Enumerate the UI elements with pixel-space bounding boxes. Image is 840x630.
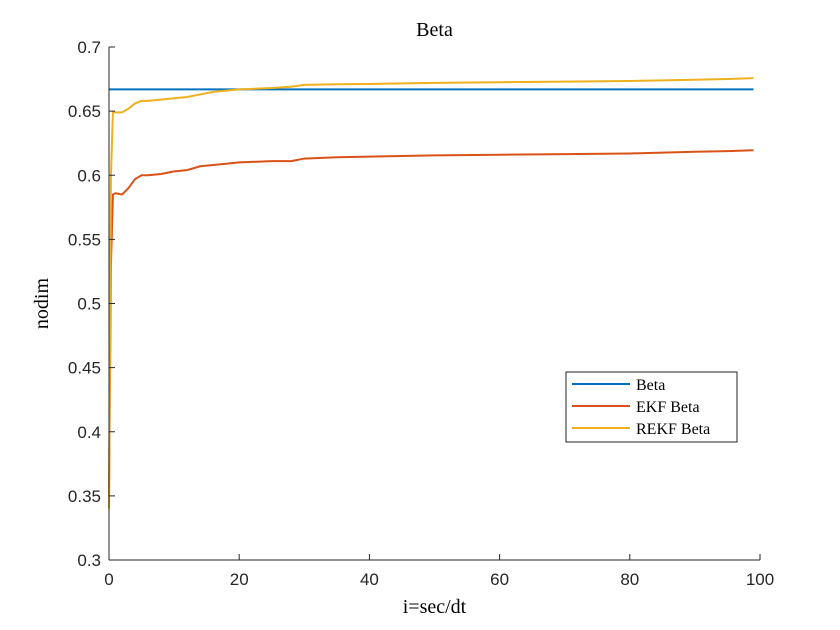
- y-tick-label: 0.5: [77, 295, 101, 314]
- x-tick-label: 0: [104, 570, 113, 589]
- x-tick-label: 60: [490, 570, 509, 589]
- legend: Beta EKF Beta REKF Beta: [565, 371, 738, 443]
- y-ticks: 0.3 0.35 0.4 0.45 0.5 0.55 0.6 0.65 0.7: [68, 38, 115, 570]
- x-axis-label: i=sec/dt: [403, 596, 467, 618]
- x-tick-label: 80: [620, 570, 639, 589]
- legend-entries: Beta EKF Beta REKF Beta: [572, 377, 710, 438]
- y-tick-label: 0.6: [77, 166, 101, 185]
- y-tick-label: 0.4: [77, 423, 101, 442]
- plot-area: [109, 47, 760, 560]
- y-tick-label: 0.7: [77, 38, 101, 57]
- chart-title: Beta: [416, 19, 453, 41]
- y-axis-label: nodim: [31, 278, 53, 330]
- y-tick-label: 0.65: [68, 102, 101, 121]
- series-line-2: [108, 77, 754, 509]
- x-tick-label: 100: [746, 570, 774, 589]
- y-tick-label: 0.35: [68, 487, 101, 506]
- y-tick-label: 0.55: [68, 230, 101, 249]
- legend-label-1: EKF Beta: [636, 399, 700, 416]
- legend-label-2: REKF Beta: [636, 421, 710, 438]
- legend-label-0: Beta: [636, 377, 665, 394]
- x-tick-label: 20: [230, 570, 249, 589]
- y-tick-label: 0.45: [68, 359, 101, 378]
- series-layer: [108, 77, 754, 509]
- x-ticks: 0 20 40 60 80 100: [104, 554, 774, 589]
- x-tick-label: 40: [360, 570, 379, 589]
- y-tick-label: 0.3: [77, 551, 101, 570]
- series-line-1: [108, 149, 754, 496]
